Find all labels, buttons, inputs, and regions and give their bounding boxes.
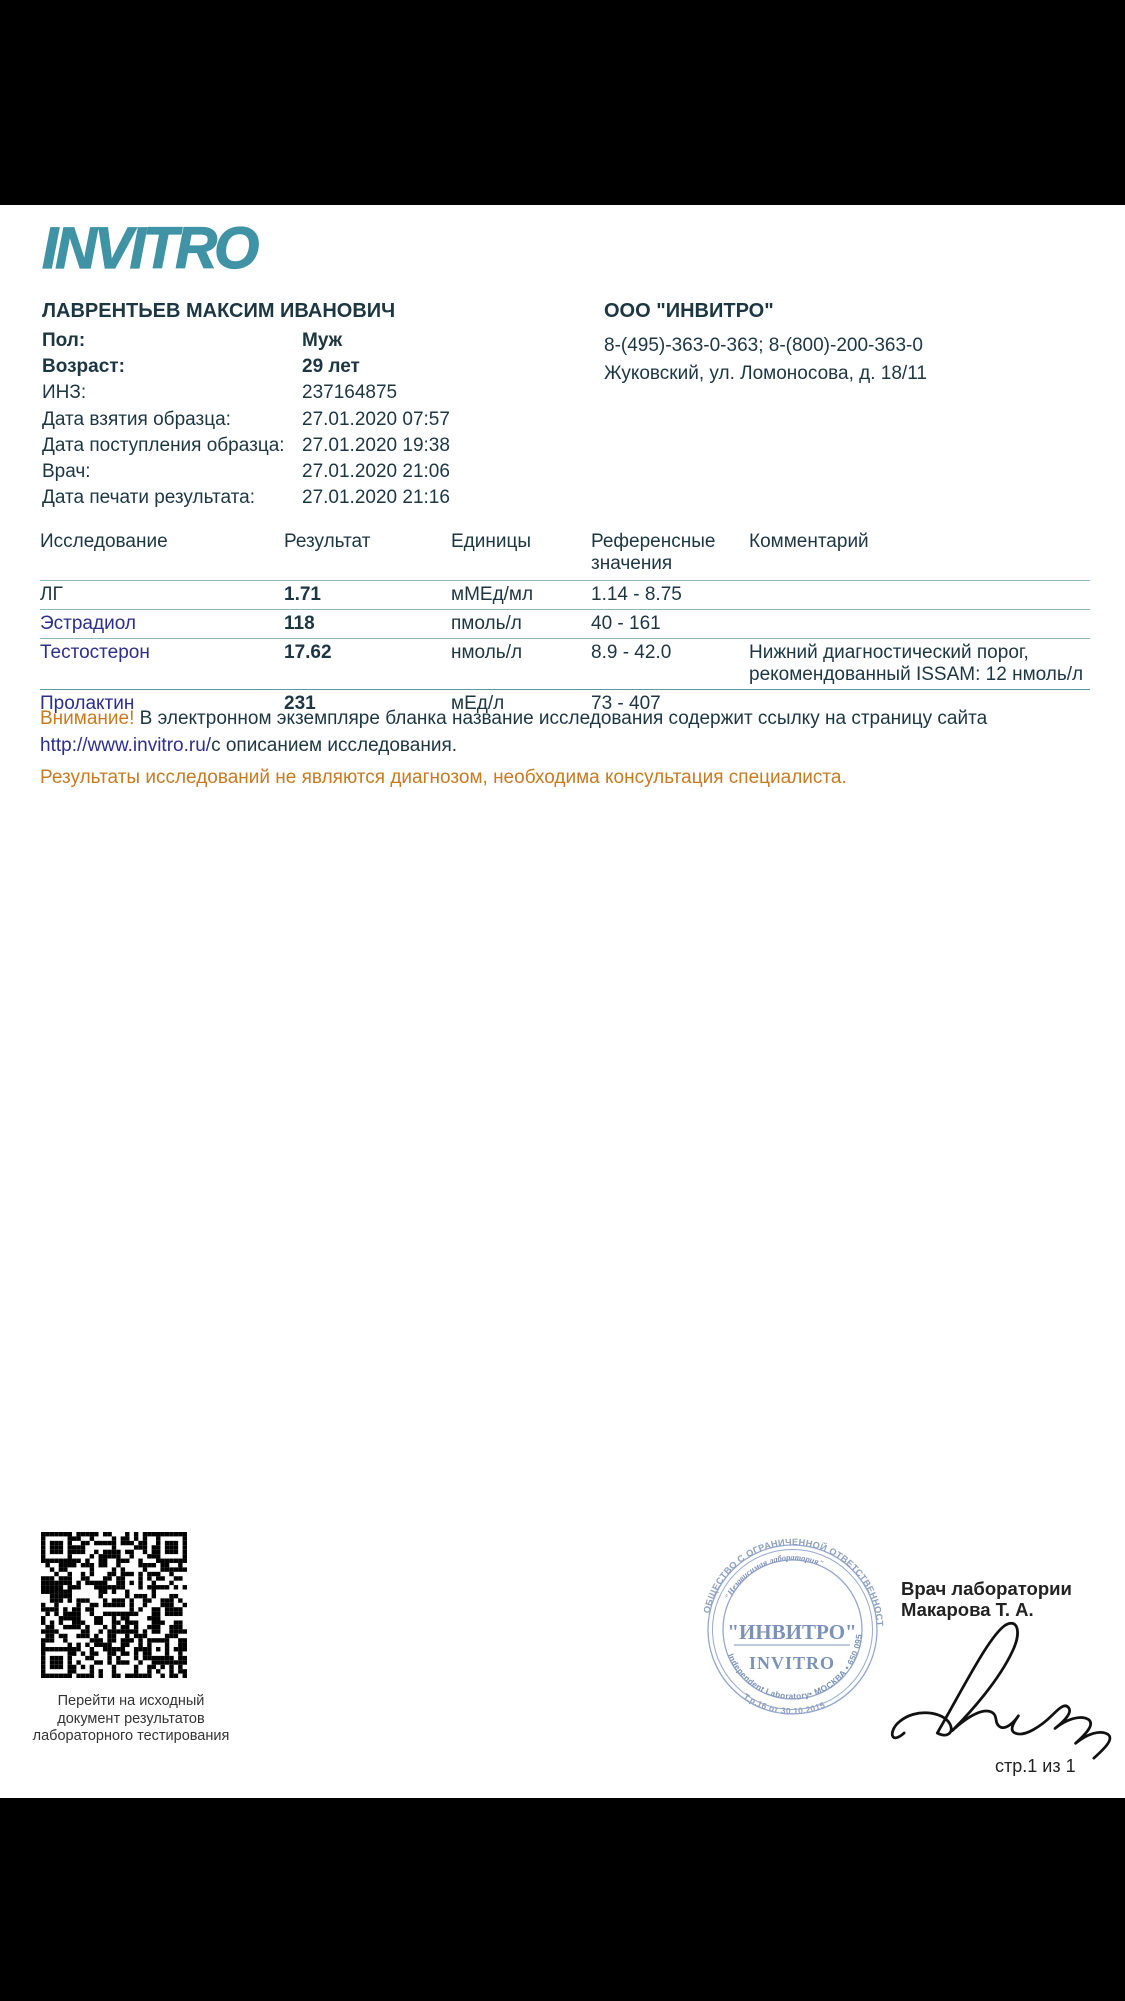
svg-text:INVITRO: INVITRO (749, 1653, 835, 1673)
svg-text:"ИНВИТРО": "ИНВИТРО" (727, 1620, 856, 1644)
